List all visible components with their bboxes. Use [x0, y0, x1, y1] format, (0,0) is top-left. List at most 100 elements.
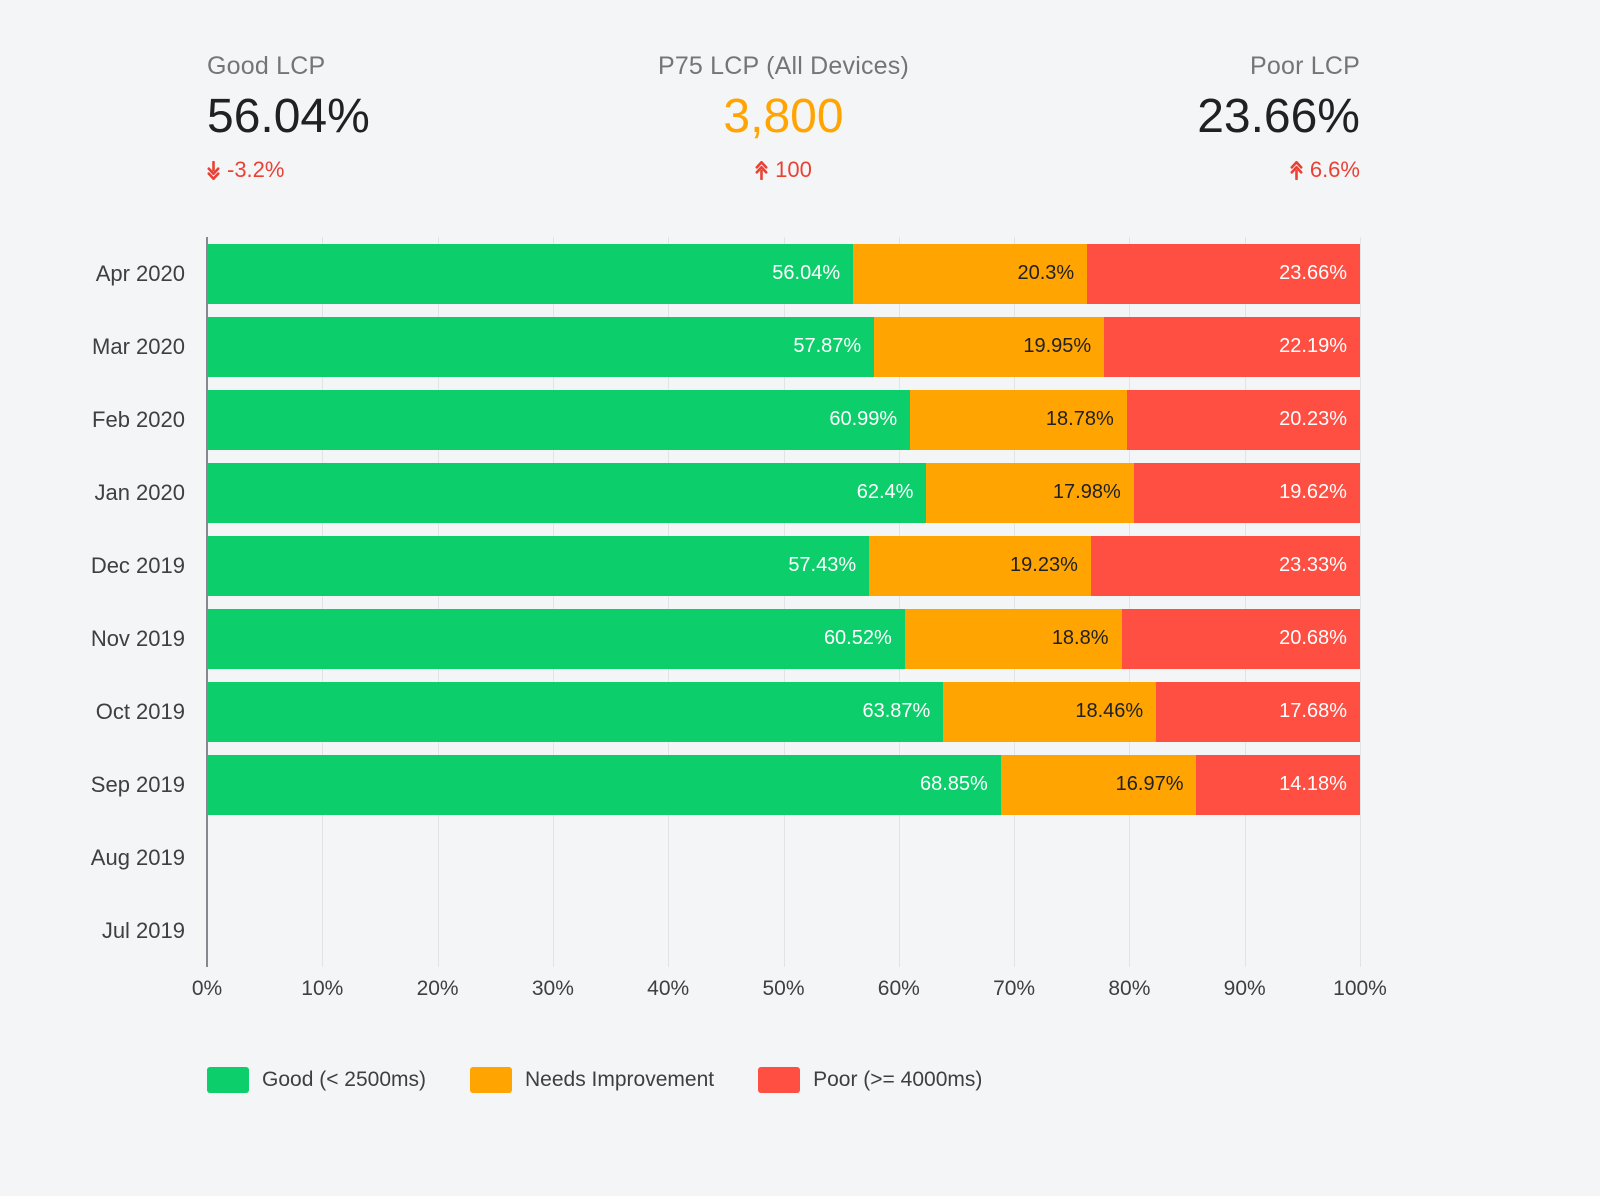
bar-value-label: 57.43%: [788, 554, 857, 577]
bar-segment[interactable]: 57.87%: [207, 316, 875, 377]
bar-value-label: 68.85%: [919, 773, 988, 796]
x-tick-label: 20%: [416, 977, 459, 1001]
bar-value-label: 23.66%: [1279, 262, 1347, 285]
kpi-delta-value: -3.2%: [227, 157, 285, 183]
gridline: [1129, 237, 1131, 968]
kpi-delta: 100: [591, 157, 975, 183]
legend-label: Good (< 2500ms): [262, 1068, 427, 1092]
kpi-value: 56.04%: [207, 90, 370, 143]
bar-segment[interactable]: 19.23%: [869, 535, 1091, 596]
x-tick-label: 100%: [1333, 977, 1387, 1001]
y-axis-label: Sep 2019: [90, 771, 185, 797]
y-axis-label: Jul 2019: [101, 917, 185, 943]
legend-swatch: [470, 1067, 513, 1094]
chart-row: Oct 2019 63.87% 18.46% 17.68%: [0, 675, 1600, 748]
legend: Good (< 2500ms) Needs Improvement Poor (>=…: [207, 1067, 1600, 1094]
legend-item[interactable]: Poor (>= 4000ms): [758, 1067, 983, 1094]
delta-arrow-icon: [1290, 160, 1303, 180]
x-tick-label: 90%: [1223, 977, 1266, 1001]
y-axis-label: Oct 2019: [95, 698, 185, 724]
kpi-label: P75 LCP (All Devices): [657, 52, 910, 80]
chart-row: Sep 2019 68.85% 16.97% 14.18%: [0, 748, 1600, 821]
bar-segment[interactable]: 17.98%: [926, 462, 1134, 523]
bar-segment[interactable]: 62.4%: [207, 462, 927, 523]
bar-segment[interactable]: 18.78%: [910, 389, 1127, 450]
legend-item[interactable]: Good (< 2500ms): [207, 1067, 427, 1094]
chart-row: Jul 2019: [0, 894, 1600, 967]
bar-segment[interactable]: 63.87%: [207, 681, 944, 742]
bar-value-label: 19.23%: [1010, 554, 1078, 577]
chart-row: Dec 2019 57.43% 19.23% 23.33%: [0, 529, 1600, 602]
gridline: [322, 237, 324, 968]
bar-track: [207, 901, 1360, 961]
bar-value-label: 56.04%: [772, 262, 841, 285]
bar-segment[interactable]: 18.46%: [943, 681, 1157, 742]
legend-item[interactable]: Needs Improvement: [470, 1067, 715, 1094]
x-tick-label: 0%: [191, 977, 223, 1001]
bar-segment[interactable]: 57.43%: [207, 535, 870, 596]
bar-value-label: 17.68%: [1279, 700, 1347, 723]
bar-track: 57.43% 19.23% 23.33%: [207, 535, 1360, 596]
bar-value-label: 62.4%: [856, 481, 914, 504]
bar-value-label: 60.99%: [829, 408, 898, 431]
kpi-label: Good LCP: [207, 52, 326, 80]
lcp-stacked-bar-chart: Apr 2020 56.04% 20.3% 23.66% Mar 2020 57.87% 1…: [0, 237, 1600, 1009]
bar-value-label: 60.52%: [823, 627, 892, 650]
kpi-delta-value: 100: [775, 157, 812, 183]
bar-track: 63.87% 18.46% 17.68%: [207, 681, 1360, 742]
bar-segment[interactable]: 19.95%: [874, 316, 1105, 377]
bar-segment[interactable]: 18.8%: [904, 608, 1122, 669]
bar-value-label: 57.87%: [793, 335, 862, 358]
kpi-good-lcp: Good LCP 56.04% -3.2%: [207, 52, 591, 183]
bar-value-label: 23.33%: [1279, 554, 1347, 577]
x-axis: 0% 10% 20% 30% 40% 50% 60% 70% 80% 90% 100%: [192, 973, 1387, 1009]
bar-segment[interactable]: 23.66%: [1087, 243, 1360, 304]
x-tick-label: 70%: [993, 977, 1036, 1001]
y-axis-label: Dec 2019: [90, 552, 185, 578]
bar-segment[interactable]: 60.52%: [207, 608, 905, 669]
kpi-label: Poor LCP: [1249, 52, 1360, 80]
x-tick-label: 50%: [762, 977, 805, 1001]
bar-segment[interactable]: 19.62%: [1133, 462, 1360, 523]
bar-segment[interactable]: 16.97%: [1000, 754, 1197, 815]
bar-track: 60.99% 18.78% 20.23%: [207, 389, 1360, 450]
bar-track: 62.4% 17.98% 19.62%: [207, 462, 1360, 523]
chart-row: Nov 2019 60.52% 18.8% 20.68%: [0, 602, 1600, 675]
gridline: [1014, 237, 1016, 968]
bar-segment[interactable]: 68.85%: [207, 754, 1001, 815]
gridline: [898, 237, 900, 968]
bar-track: [207, 828, 1360, 888]
bar-segment[interactable]: 22.19%: [1104, 316, 1360, 377]
gridline: [668, 237, 670, 968]
bar-segment[interactable]: 60.99%: [207, 389, 911, 450]
kpi-value: 23.66%: [1197, 90, 1360, 143]
gridline: [552, 237, 554, 968]
gridline: [783, 237, 785, 968]
bar-segment[interactable]: 14.18%: [1196, 754, 1360, 815]
bar-segment[interactable]: 17.68%: [1156, 681, 1360, 742]
bar-value-label: 14.18%: [1279, 773, 1347, 796]
bar-segment[interactable]: 56.04%: [207, 243, 854, 304]
bar-segment[interactable]: 20.68%: [1121, 608, 1360, 669]
chart-row: Feb 2020 60.99% 18.78% 20.23%: [0, 383, 1600, 456]
kpi-poor-lcp: Poor LCP 23.66% 6.6%: [976, 52, 1360, 183]
y-axis-label: Aug 2019: [90, 844, 185, 870]
kpi-section: Good LCP 56.04% -3.2% P75 LCP (All Devic…: [0, 0, 1600, 183]
y-axis-label: Feb 2020: [92, 406, 185, 432]
legend-label: Needs Improvement: [525, 1068, 715, 1092]
bar-value-label: 16.97%: [1115, 773, 1184, 796]
bar-segment[interactable]: 23.33%: [1090, 535, 1360, 596]
bar-segment[interactable]: 20.23%: [1126, 389, 1360, 450]
bar-track: 68.85% 16.97% 14.18%: [207, 754, 1360, 815]
bar-value-label: 20.3%: [1017, 262, 1075, 285]
bar-value-label: 22.19%: [1279, 335, 1347, 358]
x-tick-label: 40%: [647, 977, 690, 1001]
bar-track: 56.04% 20.3% 23.66%: [207, 243, 1360, 304]
bar-value-label: 19.95%: [1023, 335, 1092, 358]
kpi-delta: -3.2%: [207, 157, 591, 183]
x-tick-label: 60%: [877, 977, 920, 1001]
kpi-p75-lcp: P75 LCP (All Devices) 3,800 100: [591, 52, 975, 183]
bar-segment[interactable]: 20.3%: [853, 243, 1088, 304]
legend-label: Poor (>= 4000ms): [813, 1068, 983, 1092]
chart-row: Apr 2020 56.04% 20.3% 23.66%: [0, 237, 1600, 310]
